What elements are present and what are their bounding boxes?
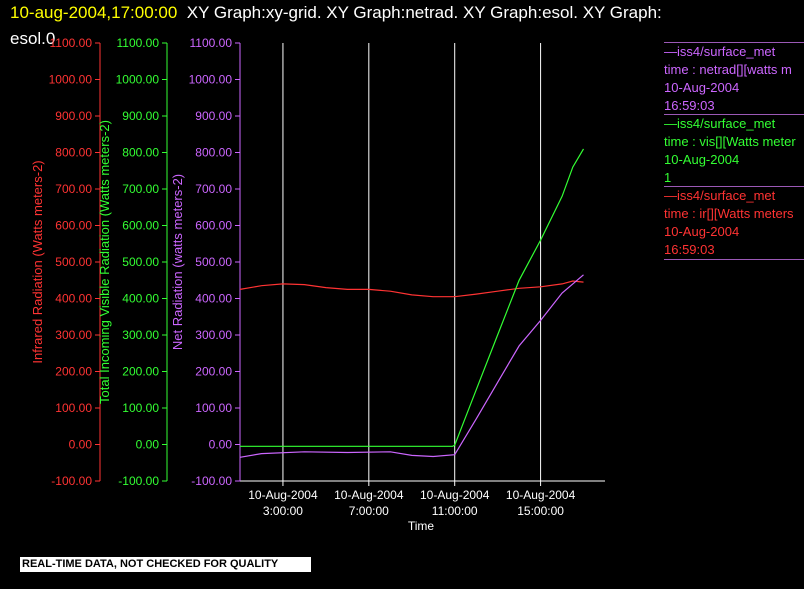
y-tick-label: -100.00 <box>118 474 159 488</box>
y-tick-label: 200.00 <box>195 365 232 379</box>
series-line <box>239 280 584 298</box>
legend-netrad: —iss4/surface_met time : netrad[][watts … <box>664 42 804 115</box>
legend-source: —iss4/surface_met <box>664 44 776 59</box>
legend-date: 10-Aug-2004 <box>664 224 740 239</box>
y-tick-label: 400.00 <box>122 292 159 306</box>
legend-field: time : ir[][Watts meters <box>664 206 794 221</box>
y-tick-label: 1100.00 <box>50 36 93 50</box>
y-tick-label: 700.00 <box>195 182 232 196</box>
legend-date: 10-Aug-2004 <box>664 80 740 95</box>
legend-time: 1 <box>664 170 672 185</box>
y-tick-label: 200.00 <box>122 365 159 379</box>
legend-separator <box>664 259 804 260</box>
x-tick-time: 7:00:00 <box>349 504 389 518</box>
y-tick-label: 0.00 <box>209 438 233 452</box>
y-tick-label: 100.00 <box>55 401 92 415</box>
y-tick-label: -100.00 <box>51 474 92 488</box>
y-tick-label: 0.00 <box>69 438 93 452</box>
y-tick-label: 1000.00 <box>49 73 93 87</box>
y-tick-label: -100.00 <box>191 474 232 488</box>
y-tick-label: 700.00 <box>122 182 159 196</box>
title-graph-list: XY Graph:xy-grid. XY Graph:netrad. XY Gr… <box>186 3 662 22</box>
y-tick-label: 100.00 <box>195 401 232 415</box>
y-axis-label: Infrared Radiation (Watts meters-2) <box>30 160 45 363</box>
y-tick-label: 400.00 <box>195 292 232 306</box>
quality-banner: REAL-TIME DATA, NOT CHECKED FOR QUALITY <box>20 557 311 572</box>
y-tick-label: 1100.00 <box>117 36 160 50</box>
x-tick-time: 3:00:00 <box>263 504 303 518</box>
y-tick-label: 600.00 <box>55 219 92 233</box>
y-tick-label: 100.00 <box>122 401 159 415</box>
legend-separator <box>664 42 804 43</box>
x-tick-date: 10-Aug-2004 <box>506 488 576 502</box>
y-tick-label: 200.00 <box>55 365 92 379</box>
series-line <box>240 148 585 447</box>
title-timestamp: 10-aug-2004,17:00:00 <box>10 3 178 22</box>
legend-field: time : vis[][Watts meter <box>664 134 796 149</box>
x-tick-date: 10-Aug-2004 <box>334 488 404 502</box>
legend-date: 10-Aug-2004 <box>664 152 740 167</box>
x-tick-date: 10-Aug-2004 <box>248 488 318 502</box>
y-tick-label: 500.00 <box>195 255 232 269</box>
y-tick-label: 500.00 <box>122 255 159 269</box>
x-tick-date: 10-Aug-2004 <box>420 488 490 502</box>
x-tick-time: 11:00:00 <box>432 504 478 518</box>
legend-ir: —iss4/surface_met time : ir[][Watts mete… <box>664 186 804 260</box>
y-tick-label: 600.00 <box>122 219 159 233</box>
y-tick-label: 400.00 <box>55 292 92 306</box>
legend-vis: —iss4/surface_met time : vis[][Watts met… <box>664 114 804 187</box>
y-tick-label: 1000.00 <box>116 73 160 87</box>
y-tick-label: 1000.00 <box>189 73 233 87</box>
y-tick-label: 700.00 <box>55 182 92 196</box>
y-tick-label: 300.00 <box>195 328 232 342</box>
x-tick-time: 15:00:00 <box>517 504 564 518</box>
title-graph-list-cont: esol.0 <box>10 29 56 48</box>
y-tick-label: 900.00 <box>55 109 92 123</box>
y-tick-label: 0.00 <box>136 438 160 452</box>
y-tick-label: 500.00 <box>55 255 92 269</box>
x-axis-label: Time <box>408 519 435 533</box>
y-axis-label: Total Incoming Visible Radiation (Watts … <box>97 120 112 404</box>
legend-time: 16:59:03 <box>664 98 715 113</box>
legend-time: 16:59:03 <box>664 242 715 257</box>
y-tick-label: 800.00 <box>122 146 159 160</box>
y-tick-label: 800.00 <box>195 146 232 160</box>
legend-field: time : netrad[][watts m <box>664 62 792 77</box>
legend-separator <box>664 186 804 187</box>
legend-separator <box>664 114 804 115</box>
graph-title: 10-aug-2004,17:00:00 XY Graph:xy-grid. X… <box>10 0 800 52</box>
series-line <box>239 274 584 458</box>
y-tick-label: 800.00 <box>55 146 92 160</box>
y-tick-label: 300.00 <box>55 328 92 342</box>
legend-source: —iss4/surface_met <box>664 116 776 131</box>
y-tick-label: 900.00 <box>195 109 232 123</box>
y-tick-label: 1100.00 <box>190 36 233 50</box>
legend-source: —iss4/surface_met <box>664 188 776 203</box>
y-axis-label: Net Radiation (watts meters-2) <box>170 174 185 350</box>
y-tick-label: 300.00 <box>122 328 159 342</box>
y-tick-label: 600.00 <box>195 219 232 233</box>
y-tick-label: 900.00 <box>122 109 159 123</box>
